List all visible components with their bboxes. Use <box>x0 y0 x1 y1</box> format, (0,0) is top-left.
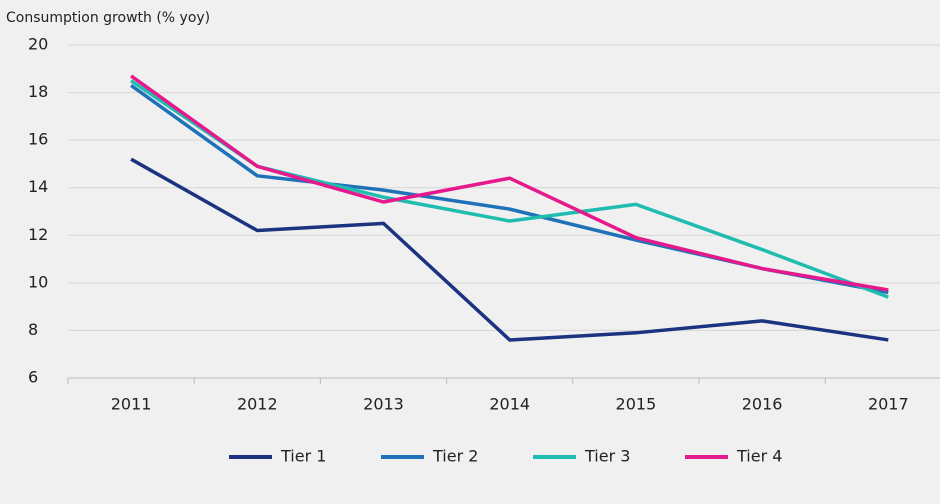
y-tick-label: 18 <box>28 82 48 101</box>
y-tick-label: 8 <box>28 320 38 339</box>
x-tick-label: 2015 <box>616 395 657 414</box>
y-tick-label: 16 <box>28 130 48 149</box>
x-tick-label: 2014 <box>489 395 530 414</box>
y-axis-label: Consumption growth (% yoy) <box>6 10 210 26</box>
legend-label: Tier 4 <box>736 447 782 466</box>
x-tick-label: 2012 <box>237 395 278 414</box>
y-tick-label: 12 <box>28 225 48 244</box>
x-tick-label: 2013 <box>363 395 404 414</box>
x-tick-label: 2017 <box>868 395 909 414</box>
legend-label: Tier 1 <box>280 447 326 466</box>
y-tick-label: 20 <box>28 35 48 54</box>
y-tick-label: 14 <box>28 177 48 196</box>
x-tick-label: 2011 <box>111 395 152 414</box>
y-tick-label: 6 <box>28 368 38 387</box>
series-line <box>130 74 889 292</box>
y-tick-label: 10 <box>28 272 48 291</box>
x-tick-label: 2016 <box>742 395 783 414</box>
legend-label: Tier 3 <box>584 447 630 466</box>
legend-label: Tier 2 <box>432 447 478 466</box>
series-line <box>130 157 889 342</box>
